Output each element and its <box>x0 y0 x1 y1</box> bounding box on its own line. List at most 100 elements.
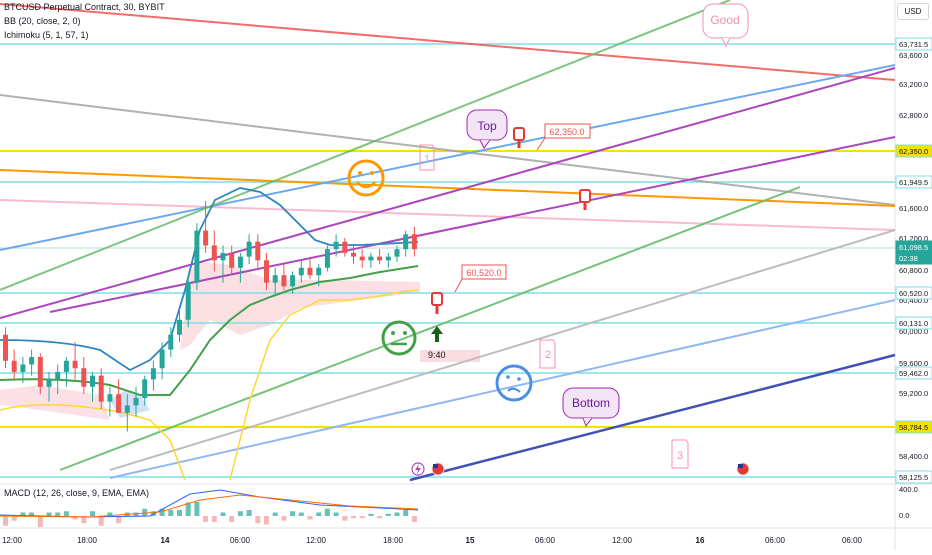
price-tick-label: 61,600.0 <box>899 204 928 213</box>
macd-bar <box>20 512 26 516</box>
candle <box>11 349 17 380</box>
macd-bar <box>255 516 261 524</box>
svg-text:59,462.0: 59,462.0 <box>899 369 928 378</box>
candle <box>220 245 226 283</box>
macd-bar <box>194 502 200 516</box>
us-flag-event-icon-2[interactable] <box>736 462 750 476</box>
macd-bar <box>377 516 383 519</box>
callout-top[interactable]: Top <box>466 109 508 149</box>
candle <box>20 357 26 384</box>
time-note: 9:40 <box>428 350 446 360</box>
candle <box>359 249 365 268</box>
svg-text:58,784.5: 58,784.5 <box>899 423 928 432</box>
time-tick-label: 06:00 <box>230 536 251 545</box>
candle <box>264 252 269 291</box>
marker-2[interactable]: 2 <box>539 339 556 369</box>
callout-good-text: Good <box>710 13 739 27</box>
time-tick-label: 12:00 <box>306 536 327 545</box>
candle <box>211 230 217 272</box>
marker-3[interactable]: 3 <box>671 439 689 469</box>
price-tick-label: 61,200.0 <box>899 234 928 243</box>
macd-bar <box>237 511 243 516</box>
smiley-face-icon[interactable] <box>347 159 385 197</box>
price-label-badge: 02:38 <box>895 251 932 265</box>
lightning-event-icon[interactable] <box>411 462 425 476</box>
candle <box>37 353 43 395</box>
candle <box>385 252 391 268</box>
macd-bar <box>98 516 104 526</box>
svg-text:61,098.5: 61,098.5 <box>899 243 928 252</box>
price-axis[interactable]: 63,600.0 63,200.0 62,800.0 61,600.0 61,200.0… <box>895 37 932 484</box>
macd-bar <box>107 512 113 516</box>
macd-axis[interactable]: 400.0 0.0 <box>899 485 918 520</box>
bb-indicator-label[interactable]: BB (20, close, 2, 0) <box>4 16 81 26</box>
callout-good[interactable]: Good <box>702 3 749 48</box>
macd-bar <box>298 512 304 516</box>
price-tick-label: 60,800.0 <box>899 266 928 275</box>
candle <box>281 264 287 291</box>
time-tick-label: 18:00 <box>77 536 98 545</box>
callout-60520-text: 60,520.0 <box>466 268 501 278</box>
candle <box>255 234 261 268</box>
candle <box>394 245 400 262</box>
hand-pointer-icon-top[interactable] <box>513 127 525 148</box>
macd-bar <box>63 511 69 516</box>
candle <box>55 364 61 395</box>
svg-text:60,131.0: 60,131.0 <box>899 319 928 328</box>
marker-1[interactable]: 1 <box>419 144 435 171</box>
ichimoku-lagging-line <box>0 289 419 481</box>
candle <box>168 327 174 358</box>
candle <box>351 245 356 265</box>
macd-indicator-label[interactable]: MACD (12, 26, close, 9, EMA, EMA) <box>4 488 150 498</box>
candle <box>368 252 374 268</box>
candle <box>298 260 304 283</box>
candle <box>46 371 52 402</box>
macd-bar <box>46 512 52 516</box>
hand-pointer-icon-level[interactable] <box>431 292 443 314</box>
time-axis[interactable]: 12:00 18:00 14 06:00 12:00 18:00 15 06:00 12:00 1… <box>2 536 863 545</box>
confused-face-icon[interactable] <box>495 364 533 402</box>
hand-pointer-icon-orange[interactable] <box>579 189 591 210</box>
price-label-badge: 58,784.5 <box>895 420 932 434</box>
trendline-purple-lower <box>49 136 896 313</box>
candle <box>333 234 339 257</box>
macd-bar <box>203 516 209 522</box>
macd-signal-line <box>0 494 419 518</box>
bollinger-upper-band <box>0 187 419 372</box>
macd-tick-label: 400.0 <box>899 485 918 494</box>
time-tick-label: 06:00 <box>535 536 556 545</box>
callout-60520[interactable]: 60,520.0 <box>454 264 507 293</box>
up-arrow-icon[interactable] <box>431 326 443 342</box>
candle <box>159 342 165 380</box>
price-label-badge: 59,462.0 <box>895 366 932 380</box>
price-label-badge: 61,949.5 <box>895 175 932 189</box>
neutral-face-icon[interactable] <box>381 320 417 356</box>
macd-bar <box>351 516 356 519</box>
marker-2-text: 2 <box>545 349 551 361</box>
candle <box>177 308 182 343</box>
ichimoku-indicator-label[interactable]: Ichimoku (5, 1, 57, 1) <box>4 30 89 40</box>
candle <box>29 349 35 376</box>
currency-button[interactable]: USD <box>897 3 929 20</box>
price-label-badge: 63,731.5 <box>895 37 932 51</box>
callout-bottom[interactable]: Bottom <box>562 387 620 428</box>
ichimoku-cloud <box>180 262 420 350</box>
macd-bar <box>159 508 165 516</box>
trendline-gray <box>0 94 896 206</box>
time-tick-label: 06:00 <box>765 536 786 545</box>
macd-bar <box>290 511 296 516</box>
callout-62350[interactable]: 62,350.0 <box>536 123 591 151</box>
price-tick-label: 60,000.0 <box>899 327 928 336</box>
us-flag-event-icon[interactable] <box>431 462 445 476</box>
price-label-badge: 60,131.0 <box>895 316 932 330</box>
macd-bar <box>211 516 217 522</box>
time-range-highlight <box>420 350 480 362</box>
time-tick-label: 18:00 <box>383 536 404 545</box>
macd-bar <box>72 516 78 520</box>
trendline-gray-lower <box>109 229 896 471</box>
svg-text:61,949.5: 61,949.5 <box>899 178 928 187</box>
trendline-blue-lower <box>109 299 896 479</box>
candle <box>290 271 296 294</box>
